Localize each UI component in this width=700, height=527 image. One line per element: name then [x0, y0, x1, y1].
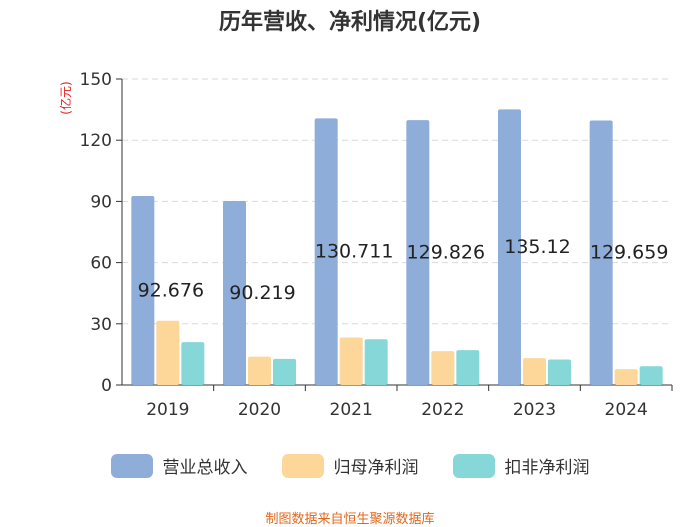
legend-swatch [110, 453, 153, 478]
y-tick-label: 150 [80, 70, 112, 90]
x-tick-label: 2020 [238, 400, 281, 420]
y-tick-label: 0 [101, 376, 112, 396]
bar-revenue [406, 120, 430, 385]
chart-title: 历年营收、净利情况(亿元) [218, 10, 482, 35]
x-tick-label: 2022 [421, 400, 464, 420]
bar-revenue [131, 195, 155, 385]
bar-deducted-net-profit [639, 366, 663, 385]
data-label: 130.711 [315, 241, 394, 263]
data-label: 90.219 [229, 282, 295, 304]
legend-item[interactable]: 归母净利润 [281, 453, 419, 478]
data-label: 129.826 [407, 242, 486, 264]
y-tick-label: 90 [90, 192, 112, 212]
bar-net-profit [431, 351, 455, 385]
bar-net-profit [156, 320, 180, 385]
data-label: 92.676 [138, 279, 204, 301]
data-label: 129.659 [590, 242, 669, 264]
x-tick-label: 2019 [146, 400, 189, 420]
legend-swatch [281, 453, 324, 478]
x-tick-label: 2021 [330, 400, 373, 420]
y-tick-label: 120 [80, 131, 112, 151]
bar-deducted-net-profit [364, 339, 388, 385]
legend-label: 归母净利润 [333, 458, 419, 478]
data-label: 135.12 [504, 236, 570, 258]
y-tick-label: 60 [90, 254, 112, 274]
bar-net-profit [339, 337, 363, 385]
bar-net-profit [523, 358, 546, 385]
bar-deducted-net-profit [548, 359, 571, 385]
bar-net-profit [248, 356, 271, 385]
legend-label: 扣非净利润 [504, 458, 590, 478]
x-tick-label: 2023 [513, 400, 556, 420]
bar-revenue [223, 200, 246, 385]
legend: 营业总收入 归母净利润 扣非净利润 [0, 453, 700, 478]
bar-deducted-net-profit [456, 350, 480, 385]
y-tick-label: 30 [90, 315, 112, 335]
bar-deducted-net-profit [181, 342, 205, 385]
y-axis-label: (亿元) [58, 81, 73, 114]
legend-swatch [452, 453, 495, 478]
bar-net-profit [614, 369, 638, 385]
bar-deducted-net-profit [273, 358, 296, 385]
bar-revenue [314, 118, 338, 386]
bar-revenue [589, 120, 613, 386]
legend-item[interactable]: 扣非净利润 [452, 453, 590, 478]
legend-label: 营业总收入 [162, 458, 248, 478]
bar-revenue [498, 109, 521, 386]
data-source-note: 制图数据来自恒生聚源数据库 [265, 512, 435, 527]
legend-item[interactable]: 营业总收入 [110, 453, 248, 478]
x-tick-label: 2024 [605, 400, 648, 420]
